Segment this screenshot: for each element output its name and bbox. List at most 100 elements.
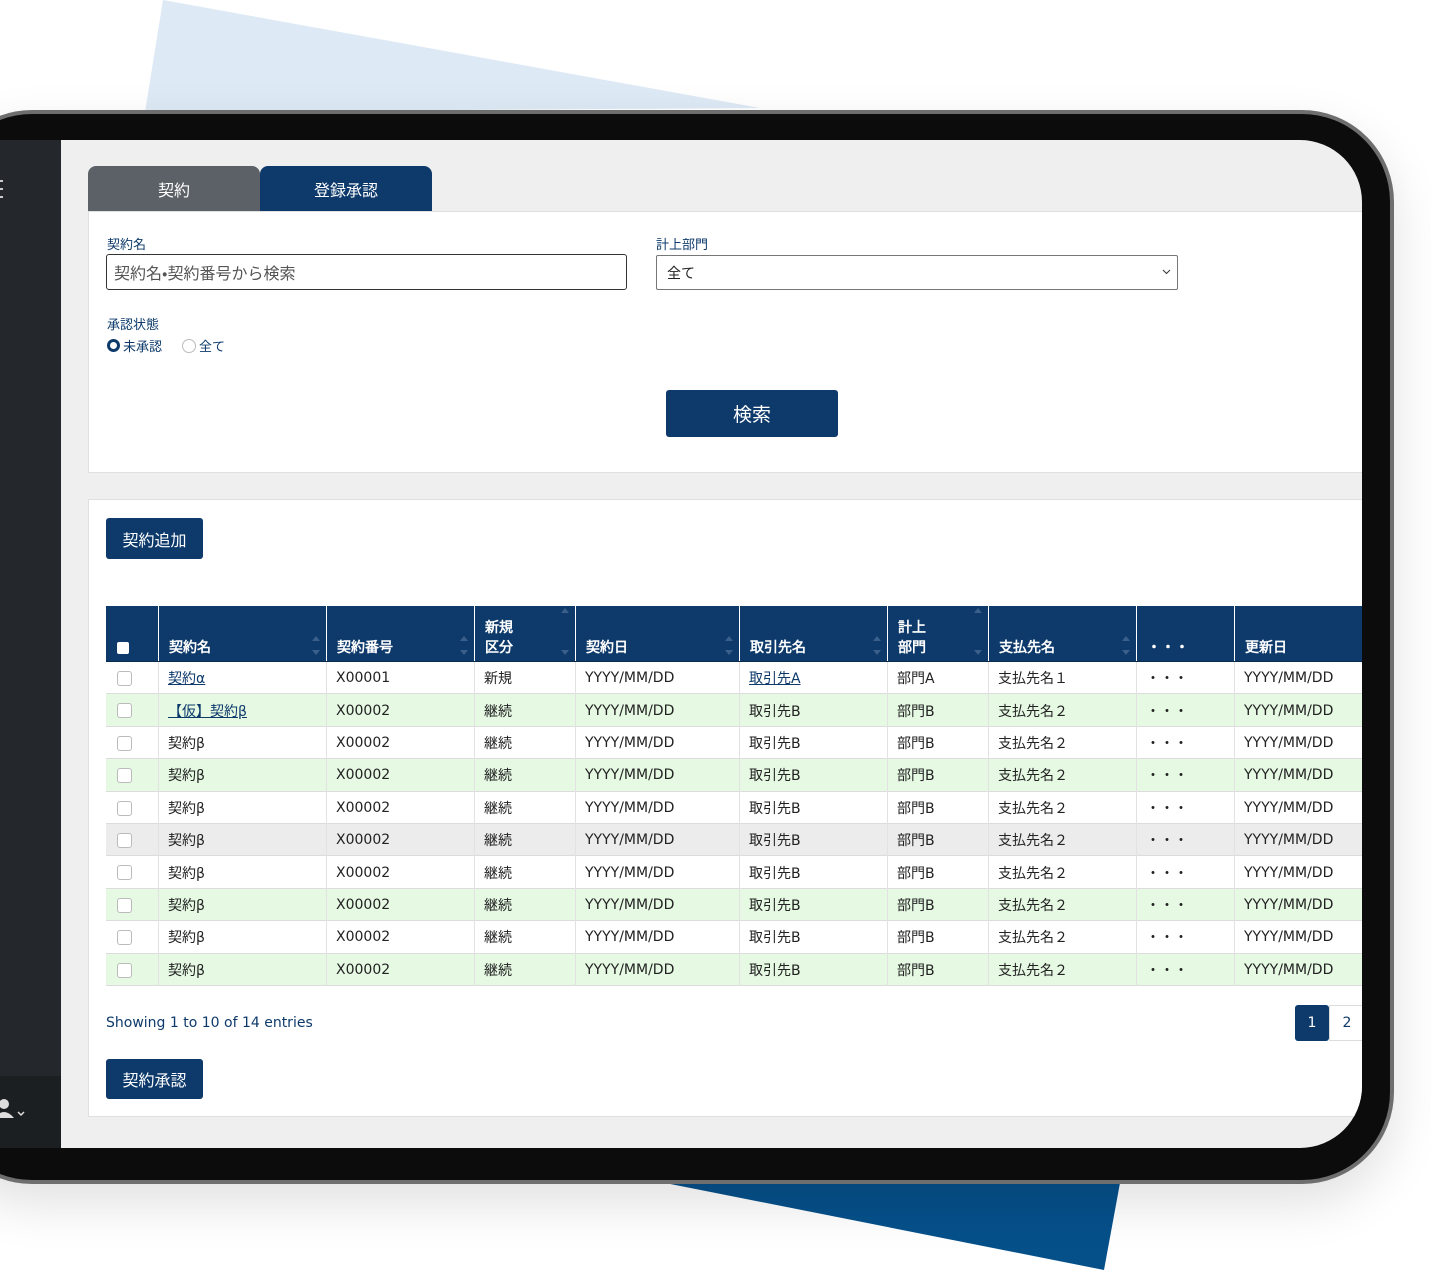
select[interactable]: 全て [656, 255, 1178, 290]
row-checkbox[interactable] [117, 671, 132, 686]
cell: YYYY/MM/DD [1244, 767, 1334, 784]
row-checkbox[interactable] [117, 833, 132, 848]
radio-label[interactable]: 全て [199, 340, 226, 355]
row-checkbox[interactable] [117, 865, 132, 881]
cell: YYYY/MM/DD [1244, 734, 1334, 751]
cell: YYYY/MM/DD [585, 670, 675, 687]
sort-icon[interactable] [974, 608, 982, 613]
cell: 支払先名１ [998, 671, 1068, 688]
cell-border [1136, 694, 1137, 727]
sort-icon[interactable] [312, 650, 320, 655]
cell-border [326, 921, 327, 954]
cell-border [739, 694, 740, 727]
cell: ・・・ [1146, 800, 1188, 817]
sort-icon[interactable] [460, 650, 468, 655]
cell-link[interactable]: 契約α [168, 671, 206, 688]
cell-border [887, 856, 888, 889]
column-header[interactable]: 契約番号 [326, 606, 474, 661]
cell: YYYY/MM/DD [1244, 799, 1334, 816]
cell: X00002 [336, 864, 391, 881]
table-row: 契約β X00002 継続 YYYY/MM/DD 取引先B 部門B 支払先名２ ・・・ YYYY… [106, 953, 1362, 986]
cell-border [988, 662, 989, 695]
cell: 部門B [897, 930, 935, 947]
column-header[interactable]: 更新日 [1234, 606, 1362, 661]
cell-border [887, 726, 888, 760]
cell: 取引先B [749, 800, 801, 817]
user-icon[interactable] [0, 1098, 26, 1122]
cell-border [988, 694, 989, 727]
row-checkbox[interactable] [117, 768, 132, 784]
screen: 契約 登録承認 契約名 契約名・契約番号から検索 計上部門 全て 承認状態 未承… [0, 140, 1362, 1148]
page-button-active[interactable]: 1 [1295, 1005, 1329, 1041]
cell-border [988, 791, 989, 824]
row-checkbox[interactable] [117, 703, 132, 719]
sort-icon[interactable] [561, 650, 569, 655]
table-row: 契約β X00002 継続 YYYY/MM/DD 取引先B 部門B 支払先名２ ・・・ YYYY… [106, 888, 1362, 922]
sort-icon[interactable] [561, 608, 569, 613]
header-checkbox[interactable] [117, 642, 129, 654]
column-header[interactable]: 契約日 [575, 606, 739, 661]
sort-icon[interactable] [312, 636, 320, 641]
cell: YYYY/MM/DD [1244, 864, 1334, 881]
column-header[interactable]: 新規 区分 [474, 606, 575, 661]
column-header[interactable]: 計上 部門 [887, 606, 988, 661]
cell-link[interactable]: 【仮】契約β [168, 703, 247, 720]
cell: 取引先B [749, 962, 801, 979]
table: 契約名 契約番号 新規 区分 契約日 取引先名 計上 部門 支払先名 ・・・ 更新日 契約α X0000… [106, 606, 1362, 986]
cell-border [474, 856, 475, 889]
cell-border [1234, 791, 1235, 824]
cell: 支払先名２ [998, 897, 1068, 914]
column-header[interactable]: 取引先名 [739, 606, 887, 661]
cell-border [474, 888, 475, 922]
row-checkbox[interactable] [117, 897, 132, 913]
cell: X00002 [336, 832, 391, 849]
page-button[interactable]: 2 [1329, 1005, 1362, 1041]
tab-active[interactable]: 登録承認 [260, 166, 432, 211]
header-text: 区分 [485, 640, 513, 656]
sort-icon[interactable] [974, 650, 982, 655]
column-header[interactable]: 契約名 [158, 606, 326, 661]
cell-border [474, 824, 475, 857]
sort-icon[interactable] [873, 636, 881, 641]
add-button[interactable]: 契約追加 [106, 518, 203, 559]
cell: 支払先名２ [998, 703, 1068, 720]
cell: 継続 [484, 897, 512, 914]
column-header[interactable]: ・・・ [1136, 606, 1234, 661]
cell-border [887, 759, 888, 792]
cell: ・・・ [1146, 865, 1188, 882]
sort-icon[interactable] [873, 650, 881, 655]
cell-border [739, 856, 740, 889]
menu-icon[interactable] [0, 178, 10, 200]
sort-icon[interactable] [460, 636, 468, 641]
row-checkbox[interactable] [117, 930, 132, 946]
search-button[interactable]: 検索 [666, 390, 838, 437]
sort-icon[interactable] [1122, 650, 1130, 655]
cell: 取引先B [749, 930, 801, 947]
sidebar [0, 140, 61, 1148]
cell-border [158, 662, 159, 695]
cell: 部門B [897, 735, 935, 752]
sort-icon[interactable] [725, 650, 733, 655]
row-checkbox[interactable] [117, 735, 132, 751]
sort-icon[interactable] [1122, 636, 1130, 641]
cell-link[interactable]: 取引先A [749, 671, 801, 688]
column-header[interactable]: 支払先名 [988, 606, 1136, 661]
cell-border [326, 888, 327, 922]
tab[interactable]: 契約 [88, 166, 260, 211]
row-checkbox[interactable] [117, 800, 132, 816]
text-input[interactable]: 契約名・契約番号から検索 [106, 254, 627, 290]
cell-border [1234, 953, 1235, 986]
row-checkbox[interactable] [117, 962, 132, 978]
cell: YYYY/MM/DD [585, 929, 675, 946]
cell-border [575, 888, 576, 922]
approve-button[interactable]: 契約承認 [106, 1059, 203, 1099]
cell: 部門B [897, 768, 935, 785]
cell: 取引先B [749, 897, 801, 914]
radio-checked[interactable] [107, 339, 120, 352]
cell: 継続 [484, 865, 512, 882]
table-row: 契約β X00002 継続 YYYY/MM/DD 取引先B 部門B 支払先名２ ・・・ YYYY… [106, 824, 1362, 857]
cell-border [1136, 759, 1137, 792]
sort-icon[interactable] [725, 636, 733, 641]
radio[interactable] [182, 338, 197, 353]
radio-label[interactable]: 未承認 [123, 340, 163, 355]
